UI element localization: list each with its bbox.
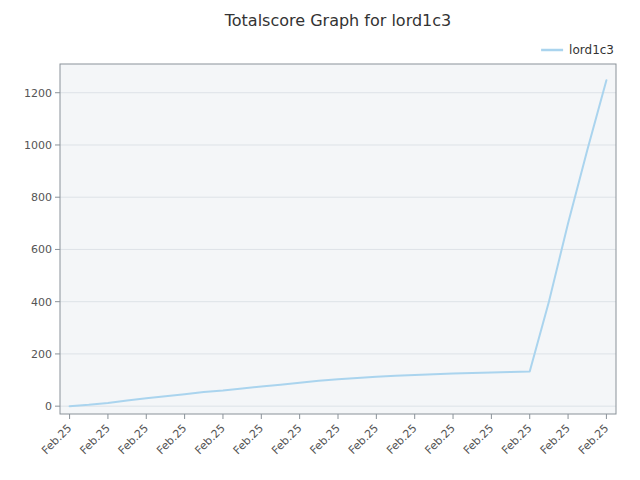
tick-mark xyxy=(184,414,185,419)
plot-area xyxy=(60,64,616,414)
grid-line xyxy=(60,249,616,250)
tick-label: 600 xyxy=(31,243,52,256)
tick-mark xyxy=(55,301,60,302)
tick-mark xyxy=(69,414,70,419)
tick-label: Feb.25 xyxy=(423,422,458,457)
tick-label: 1000 xyxy=(24,139,52,152)
tick-label: Feb.25 xyxy=(269,422,304,457)
tick-mark xyxy=(55,144,60,145)
tick-label: Feb.25 xyxy=(307,422,342,457)
tick-label: Feb.25 xyxy=(576,422,611,457)
series-group xyxy=(70,80,607,406)
tick-mark xyxy=(376,414,377,419)
tick-label: Feb.25 xyxy=(499,422,534,457)
grid-line xyxy=(60,92,616,93)
tick-mark xyxy=(453,414,454,419)
tick-label: 200 xyxy=(31,348,52,361)
tick-label: Feb.25 xyxy=(231,422,266,457)
tick-mark xyxy=(299,414,300,419)
tick-mark xyxy=(222,414,223,419)
tick-label: Feb.25 xyxy=(384,422,419,457)
tick-label: Feb.25 xyxy=(116,422,151,457)
tick-mark xyxy=(55,197,60,198)
tick-mark xyxy=(491,414,492,419)
tick-label: Feb.25 xyxy=(192,422,227,457)
legend: lord1c3 xyxy=(541,43,614,57)
tick-label: Feb.25 xyxy=(461,422,496,457)
tick-mark xyxy=(529,414,530,419)
tick-mark xyxy=(55,353,60,354)
tick-label: 1200 xyxy=(24,87,52,100)
plot-frame xyxy=(60,64,616,414)
tick-mark xyxy=(414,414,415,419)
grid-line xyxy=(60,301,616,302)
grid-line xyxy=(60,197,616,198)
tick-label: 800 xyxy=(31,191,52,204)
tick-label: Feb.25 xyxy=(154,422,189,457)
tick-mark xyxy=(55,249,60,250)
tick-label: Feb.25 xyxy=(346,422,381,457)
tick-mark xyxy=(55,406,60,407)
tick-label: Feb.25 xyxy=(39,422,74,457)
grid-line xyxy=(60,144,616,145)
tick-label: 0 xyxy=(45,400,52,413)
tick-label: 400 xyxy=(31,296,52,309)
tick-mark xyxy=(606,414,607,419)
chart: 020040060080010001200Feb.25Feb.25Feb.25F… xyxy=(0,0,640,480)
legend-swatch xyxy=(541,49,563,52)
tick-label: Feb.25 xyxy=(538,422,573,457)
tick-mark xyxy=(338,414,339,419)
y-axis: 0 200 400 600 800 1000 1200 xyxy=(24,87,616,413)
tick-mark xyxy=(261,414,262,419)
tick-mark xyxy=(146,414,147,419)
tick-mark xyxy=(107,414,108,419)
grid-line xyxy=(60,406,616,407)
tick-label: Feb.25 xyxy=(77,422,112,457)
line xyxy=(70,80,607,406)
grid-line xyxy=(60,353,616,354)
legend-label: lord1c3 xyxy=(569,43,614,57)
tick-mark xyxy=(55,92,60,93)
title: Totalscore Graph for lord1c3 xyxy=(224,11,452,30)
x-axis: Feb.25Feb.25Feb.25Feb.25Feb.25Feb.25Feb.… xyxy=(39,414,611,457)
tick-mark xyxy=(568,414,569,419)
